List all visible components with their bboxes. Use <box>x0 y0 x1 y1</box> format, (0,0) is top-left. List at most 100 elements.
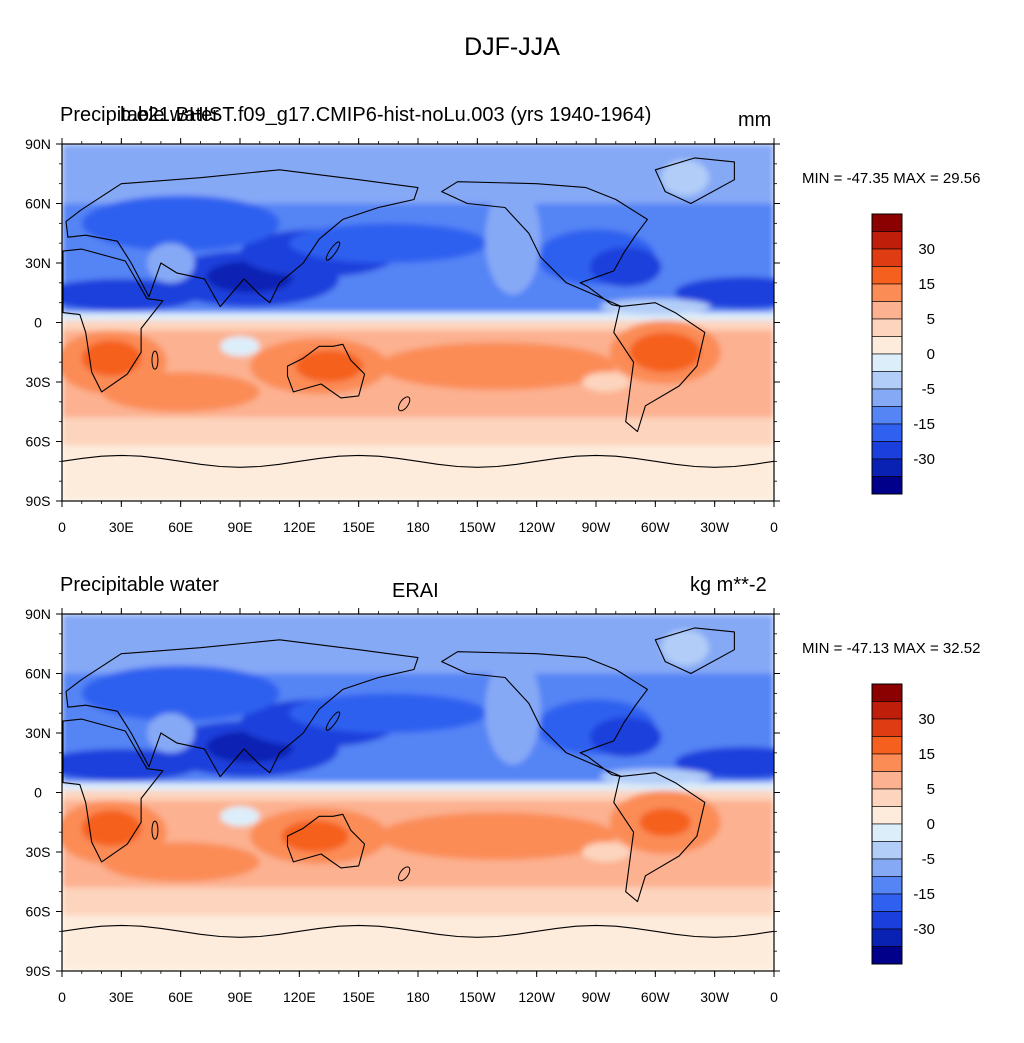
field-band <box>62 915 774 971</box>
lat-tick-label: 60N <box>25 196 51 212</box>
colorbar-swatch <box>871 423 903 442</box>
colorbar-swatch <box>871 213 903 232</box>
field-band <box>62 887 774 916</box>
colorbar-swatch <box>871 283 903 302</box>
field-contour <box>378 342 616 390</box>
field-contour <box>220 806 260 827</box>
colorbar-swatch <box>871 683 903 702</box>
lat-tick-label: 60S <box>26 434 51 450</box>
continent-outline <box>286 343 366 399</box>
field-contour <box>378 812 616 860</box>
field-contour <box>220 336 260 357</box>
field-contour <box>599 298 711 315</box>
obs-panel: Precipitable water ERAI kg m**-2 MIN = -… <box>0 568 1024 1038</box>
lon-tick-label: 60W <box>641 989 671 1005</box>
colorbar-swatch <box>871 318 903 337</box>
colorbar-swatch <box>871 231 903 250</box>
coastlines <box>62 627 774 938</box>
lat-tick-label: 90N <box>25 606 51 622</box>
colorbar-swatch <box>871 701 903 720</box>
colorbar-swatch <box>871 736 903 755</box>
lat-tick-label: 30N <box>25 725 51 741</box>
panel-units-label: mm <box>738 109 772 131</box>
field-band <box>62 417 774 446</box>
island-outline <box>151 350 159 370</box>
colorbar-label: -30 <box>913 451 935 468</box>
lat-tick-label: 0 <box>34 785 42 801</box>
lon-tick-label: 60W <box>641 519 671 535</box>
lon-tick-label: 90W <box>582 989 612 1005</box>
axes: 90N 60N 30N 0 30S 60S 90S 0 30E 60E 90E 120E 150E 180… <box>25 606 780 1005</box>
field-contour <box>289 693 488 733</box>
field-contour <box>582 372 630 392</box>
colorbar-label: 0 <box>927 346 935 363</box>
lon-tick-label: 30E <box>109 519 134 535</box>
field-contour <box>661 629 709 666</box>
lon-tick-label: 150E <box>342 519 375 535</box>
colorbar-swatch <box>871 406 903 425</box>
field-contour <box>590 247 662 287</box>
lon-tick-label: 30W <box>700 519 730 535</box>
island-outline <box>325 711 341 731</box>
colorbar-swatch <box>871 371 903 390</box>
colorbar-swatch <box>871 248 903 267</box>
colorbar-label: 30 <box>918 241 935 258</box>
continent-outline <box>613 302 706 433</box>
field-band <box>62 445 774 501</box>
field-contour <box>675 276 774 309</box>
field-contour <box>639 808 691 837</box>
colorbar-label: 5 <box>927 311 935 328</box>
colorbar-label: -15 <box>913 886 935 903</box>
lon-tick-label: 180 <box>406 519 430 535</box>
lon-tick-label: 120W <box>518 519 555 535</box>
figure-title: DJF-JJA <box>464 33 560 61</box>
min-max-label: MIN = -47.13 MAX = 32.52 <box>802 640 981 657</box>
lon-tick-label: 90E <box>228 519 253 535</box>
colorbar-swatch <box>871 841 903 860</box>
continent-outline <box>62 248 164 393</box>
field-contour <box>147 713 195 753</box>
colorbar-label: 30 <box>918 711 935 728</box>
colorbar-label: -15 <box>913 416 935 433</box>
contour-field <box>62 144 774 501</box>
lon-tick-label: 120E <box>283 519 316 535</box>
colorbar-swatch <box>871 858 903 877</box>
colorbar-swatch <box>871 476 903 495</box>
lat-tick-label: 30S <box>26 374 51 390</box>
colorbar-label: -5 <box>922 381 935 398</box>
colorbar-swatch <box>871 946 903 965</box>
lat-tick-label: 90N <box>25 136 51 152</box>
field-band <box>62 320 774 331</box>
field-contour <box>81 340 142 377</box>
axes: 90N 60N 30N 0 30S 60S 90S 0 30E 60E 90E 120E 150E 180… <box>25 136 780 535</box>
colorbar-swatch <box>871 823 903 842</box>
field-band <box>62 614 774 674</box>
lon-tick-label: 150W <box>459 519 496 535</box>
lat-tick-label: 30S <box>26 844 51 860</box>
colorbar-swatch <box>871 771 903 790</box>
field-contour <box>101 842 260 882</box>
continent-outline <box>654 157 735 205</box>
colorbar-swatch <box>871 441 903 460</box>
continent-outline <box>286 813 366 869</box>
lon-tick-label: 60E <box>168 519 193 535</box>
field-contour <box>81 195 280 252</box>
coastlines <box>62 157 774 468</box>
panel-case-label: b.e21.BHIST.f09_g17.CMIP6-hist-noLu.003 … <box>120 104 652 126</box>
lon-tick-label: 0 <box>770 519 778 535</box>
lon-tick-label: 180 <box>406 989 430 1005</box>
panel-case-label: ERAI <box>392 580 439 602</box>
field-band <box>62 144 774 204</box>
panel-variable-label: Precipitable water <box>60 104 219 126</box>
continent-outline <box>441 651 648 778</box>
continent-outline <box>65 639 419 778</box>
lon-tick-label: 120W <box>518 989 555 1005</box>
colorbar-swatch <box>871 753 903 772</box>
colorbar-frame <box>871 683 903 965</box>
lat-tick-label: 30N <box>25 255 51 271</box>
model-panel: Precipitable water b.e21.BHIST.f09_g17.C… <box>0 98 1024 568</box>
field-contour <box>485 183 541 295</box>
continent-outline <box>441 181 648 308</box>
colorbar-swatch <box>871 876 903 895</box>
min-max-label: MIN = -47.35 MAX = 29.56 <box>802 170 981 187</box>
